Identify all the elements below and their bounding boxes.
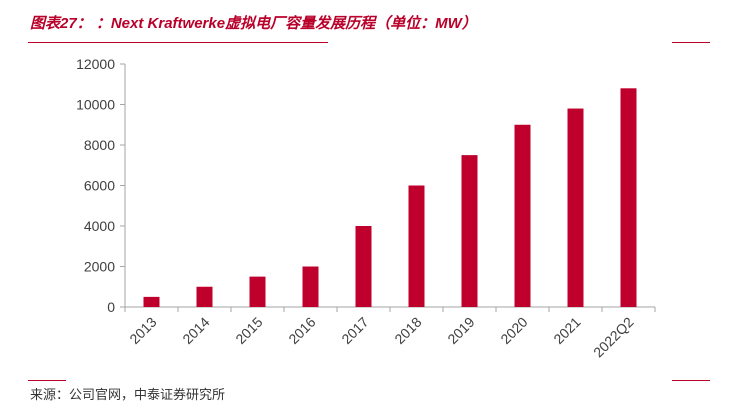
bar bbox=[196, 286, 213, 307]
bar bbox=[408, 185, 425, 307]
source-note: 来源：公司官网，中泰证券研究所 bbox=[30, 388, 226, 403]
x-tick-label: 2016 bbox=[285, 314, 318, 347]
x-tick-label: 2015 bbox=[232, 314, 265, 347]
x-tick-label: 2018 bbox=[391, 314, 424, 347]
bar-chart: 0 2000 4000 6000 8000 10000 12000 2013 2014 2015 2… bbox=[76, 56, 656, 361]
source-rule-left bbox=[28, 380, 66, 381]
title-rule-right bbox=[672, 42, 710, 43]
y-tick-label: 6000 bbox=[84, 178, 115, 194]
y-tick-label: 0 bbox=[107, 299, 115, 315]
bar bbox=[514, 124, 531, 307]
bar bbox=[302, 266, 319, 307]
bar bbox=[249, 276, 266, 307]
y-tick-label: 4000 bbox=[84, 218, 115, 234]
source-rule-right bbox=[672, 380, 710, 381]
y-tick-label: 8000 bbox=[84, 137, 115, 153]
chart-area: 0 2000 4000 6000 8000 10000 12000 2013 2014 2015 2… bbox=[0, 40, 734, 370]
x-tick-label: 2019 bbox=[444, 314, 477, 347]
title-underline bbox=[28, 42, 328, 43]
bar bbox=[620, 88, 637, 307]
x-tick-label: 2021 bbox=[550, 314, 583, 347]
bar bbox=[567, 108, 584, 307]
y-tick-label: 12000 bbox=[76, 56, 115, 72]
x-tick-label: 2020 bbox=[497, 314, 530, 347]
figure-title: 图表27： ：Next Kraftwerke虚拟电厂容量发展历程（单位：MW） bbox=[30, 15, 477, 32]
bar bbox=[461, 155, 478, 307]
bar bbox=[143, 296, 160, 307]
bar bbox=[355, 226, 372, 307]
y-tick-label: 10000 bbox=[76, 97, 115, 113]
x-tick-label: 2022Q2 bbox=[590, 314, 637, 361]
x-tick-label: 2013 bbox=[126, 314, 159, 347]
x-tick-label: 2017 bbox=[338, 314, 371, 347]
x-tick-label: 2014 bbox=[179, 314, 212, 347]
y-tick-label: 2000 bbox=[84, 259, 115, 275]
